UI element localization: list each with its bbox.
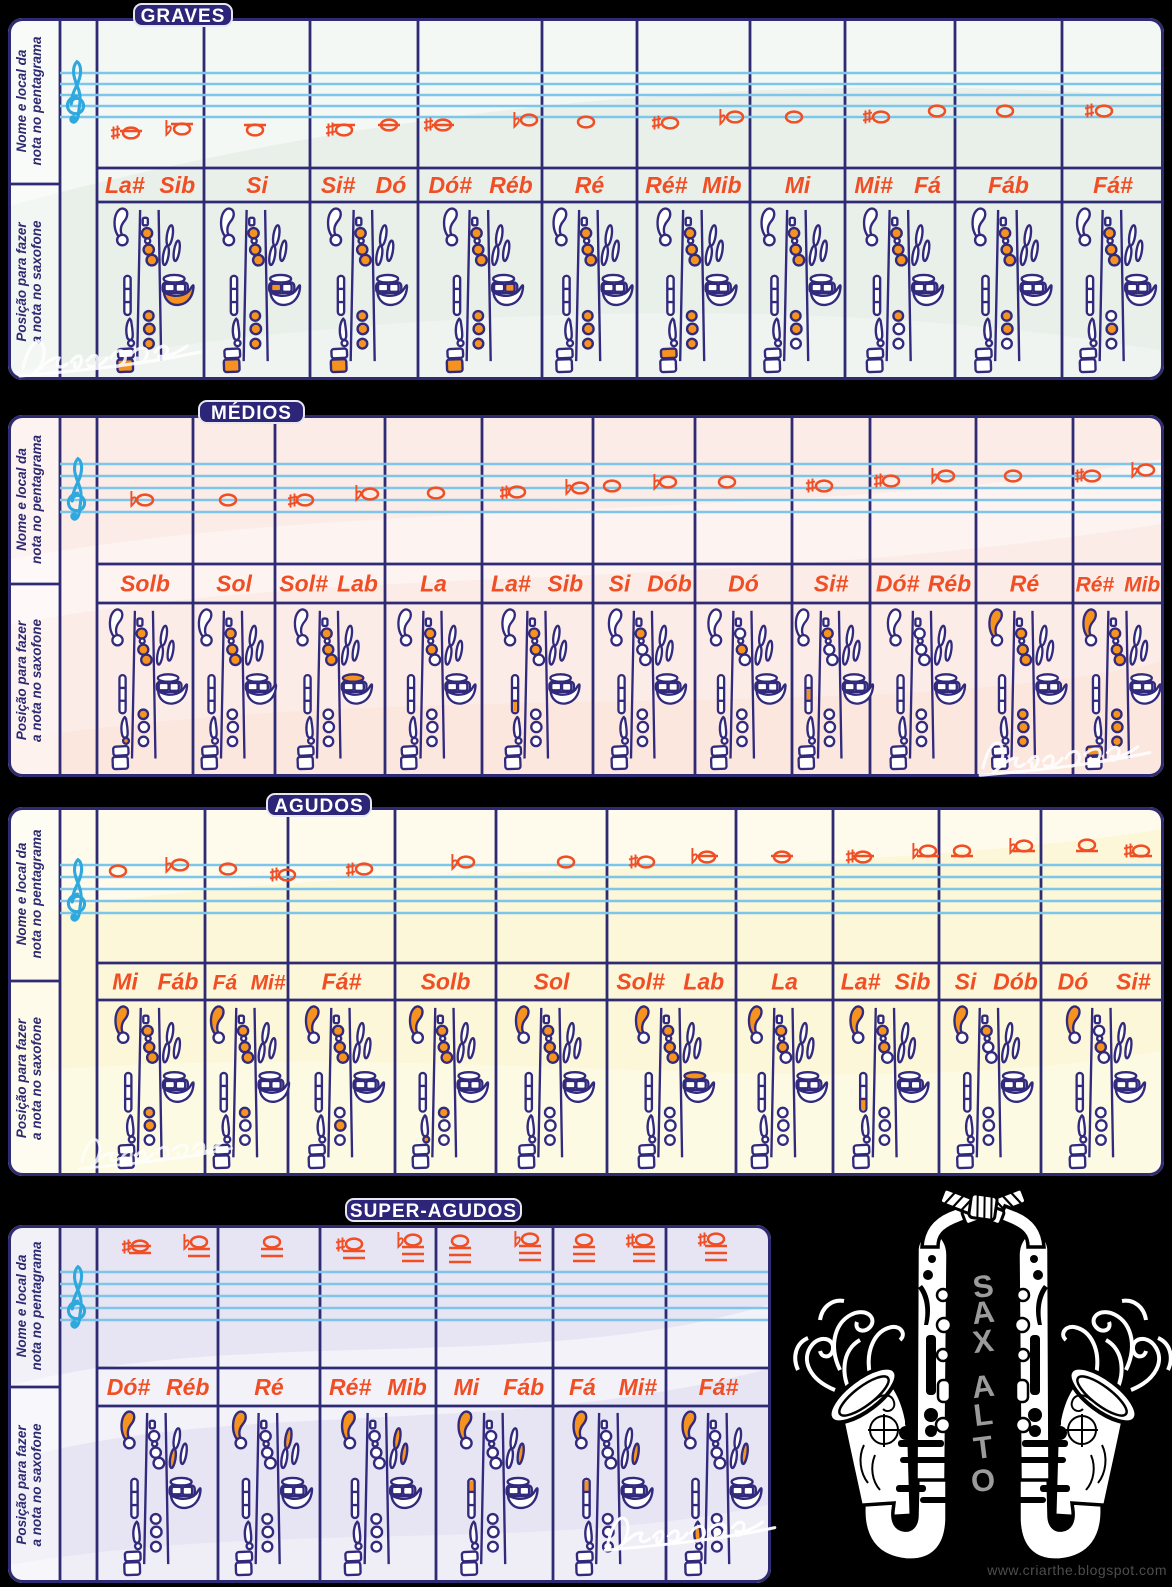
svg-text:L: L xyxy=(972,1396,995,1433)
svg-text:La: La xyxy=(771,969,798,995)
svg-text:Mi: Mi xyxy=(454,1374,480,1400)
svg-text:Sol#: Sol# xyxy=(616,969,665,995)
svg-text:Fá#: Fá# xyxy=(699,1374,739,1400)
svg-text:Si#: Si# xyxy=(1116,969,1151,995)
svg-text:Fá#: Fá# xyxy=(1093,172,1133,198)
svg-text:Réb: Réb xyxy=(166,1374,209,1400)
svg-text:Dó#: Dó# xyxy=(876,571,920,597)
svg-text:Fá: Fá xyxy=(569,1374,596,1400)
svg-text:Ré#: Ré# xyxy=(645,172,687,198)
svg-text:La#: La# xyxy=(105,172,145,198)
svg-text:Si: Si xyxy=(955,969,977,995)
svg-text:A: A xyxy=(970,1368,996,1405)
svg-text:Lab: Lab xyxy=(683,969,724,995)
svg-text:Ré: Ré xyxy=(254,1374,284,1400)
svg-text:Dó#: Dó# xyxy=(429,172,473,198)
svg-text:Fáb: Fáb xyxy=(158,969,199,995)
svg-text:Posição para fazera nota no sa: Posição para fazera nota no saxofone xyxy=(14,619,44,743)
svg-text:Posição para fazera nota no sa: Posição para fazera nota no saxofone xyxy=(14,1423,44,1547)
svg-text:Sib: Sib xyxy=(547,571,583,597)
svg-text:Fáb: Fáb xyxy=(988,172,1029,198)
svg-text:T: T xyxy=(972,1429,995,1466)
svg-text:Dó: Dó xyxy=(1058,969,1089,995)
svg-text:Dó#: Dó# xyxy=(107,1374,151,1400)
svg-text:Mib: Mib xyxy=(1124,574,1160,597)
svg-text:Fá: Fá xyxy=(213,972,238,995)
svg-text:Dó: Dó xyxy=(376,172,407,198)
svg-text:Dó: Dó xyxy=(728,571,759,597)
svg-text:Solb: Solb xyxy=(421,969,471,995)
svg-text:Fá#: Fá# xyxy=(322,969,362,995)
svg-text:Posição para fazera nota no sa: Posição para fazera nota no saxofone xyxy=(14,220,44,344)
svg-text:S: S xyxy=(971,1268,996,1305)
svg-text:Si: Si xyxy=(246,172,268,198)
svg-text:Mib: Mib xyxy=(387,1374,427,1400)
svg-text:Dób: Dób xyxy=(993,969,1038,995)
svg-text:La#: La# xyxy=(841,969,881,995)
svg-text:Mib: Mib xyxy=(702,172,742,198)
svg-text:Réb: Réb xyxy=(928,571,971,597)
svg-text:Si#: Si# xyxy=(814,571,849,597)
svg-text:Nome e local danota no pentagr: Nome e local danota no pentagrama xyxy=(14,36,44,166)
svg-text:Réb: Réb xyxy=(489,172,532,198)
svg-text:Sib: Sib xyxy=(159,172,195,198)
svg-text:La#: La# xyxy=(491,571,531,597)
svg-text:X: X xyxy=(971,1323,996,1360)
svg-text:Lab: Lab xyxy=(337,571,378,597)
svg-text:Si#: Si# xyxy=(321,172,356,198)
svg-text:Sol#: Sol# xyxy=(279,571,328,597)
svg-text:La: La xyxy=(420,571,447,597)
svg-text:Mi: Mi xyxy=(112,969,138,995)
svg-text:Nome e local danota no pentagr: Nome e local danota no pentagrama xyxy=(14,829,44,959)
svg-text:Fá: Fá xyxy=(914,172,941,198)
svg-text:Ré#: Ré# xyxy=(329,1374,371,1400)
svg-text:Mi#: Mi# xyxy=(854,172,893,198)
svg-text:Ré: Ré xyxy=(575,172,605,198)
svg-text:Nome e local danota no pentagr: Nome e local danota no pentagrama xyxy=(14,435,44,565)
svg-text:Sib: Sib xyxy=(895,969,931,995)
svg-text:www.criarthe.blogspot.com: www.criarthe.blogspot.com xyxy=(986,1562,1167,1578)
svg-text:Si: Si xyxy=(609,571,631,597)
svg-text:Dób: Dób xyxy=(647,571,692,597)
svg-text:Ré: Ré xyxy=(1010,571,1040,597)
svg-text:Mi#: Mi# xyxy=(251,972,286,995)
svg-text:Ré#: Ré# xyxy=(1076,574,1115,597)
svg-text:O: O xyxy=(969,1462,997,1500)
svg-text:Sol: Sol xyxy=(216,571,252,597)
svg-text:Solb: Solb xyxy=(120,571,170,597)
svg-text:Mi#: Mi# xyxy=(619,1374,658,1400)
svg-text:Mi: Mi xyxy=(785,172,811,198)
svg-text:A: A xyxy=(970,1294,996,1331)
svg-text:Nome e local danota no pentagr: Nome e local danota no pentagrama xyxy=(14,1241,44,1371)
svg-text:Fáb: Fáb xyxy=(503,1374,544,1400)
svg-text:Posição para fazera nota no sa: Posição para fazera nota no saxofone xyxy=(14,1017,44,1141)
svg-text:Sol: Sol xyxy=(534,969,570,995)
